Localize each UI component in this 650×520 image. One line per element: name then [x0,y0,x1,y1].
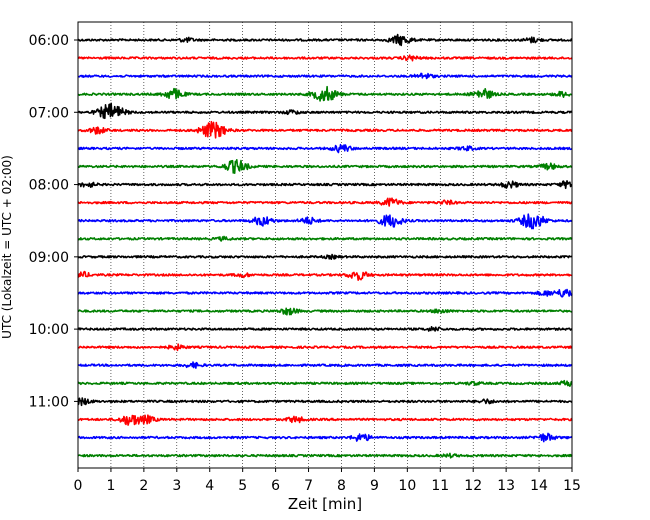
y-tick-label: 09:00 [29,250,69,266]
x-tick-label: 10 [398,478,416,494]
x-tick-label: 11 [431,478,449,494]
trace-0615 [77,54,573,62]
y-tick-label: 10:00 [29,322,69,338]
trace-1100 [77,397,573,407]
trace-0900 [77,253,573,260]
seismogram-traces [77,33,573,459]
trace-1130 [77,432,573,443]
trace-1015 [77,343,573,352]
trace-0830 [77,213,573,230]
grid-lines [110,22,540,468]
trace-0715 [77,120,573,139]
trace-0630 [77,72,573,80]
y-axis-ticks: 06:00 07:00 08:00 09:00 10:00 11:00 [29,33,78,410]
trace-0915 [77,270,573,281]
trace-0645 [77,85,573,102]
trace-0600 [77,33,573,47]
trace-0745 [77,158,573,174]
trace-0730 [77,143,573,154]
x-tick-label: 9 [370,478,379,494]
x-tick-label: 2 [139,478,148,494]
x-tick-label: 7 [304,478,313,494]
trace-1145 [77,452,573,459]
y-axis-label: UTC (Lokalzeit = UTC + 02:00) [0,155,14,339]
x-tick-label: 15 [563,478,581,494]
x-tick-label: 13 [497,478,515,494]
x-tick-label: 6 [271,478,280,494]
x-tick-label: 4 [205,478,214,494]
plot-frame [77,21,573,469]
x-tick-label: 1 [106,478,115,494]
x-tick-label: 12 [464,478,482,494]
trace-1115 [77,414,573,426]
x-tick-label: 0 [74,478,83,494]
x-axis-label: Zeit [min] [288,495,362,513]
x-tick-label: 3 [172,478,181,494]
trace-1030 [77,361,573,369]
x-tick-label: 8 [337,478,346,494]
trace-0700 [77,102,573,120]
y-tick-label: 11:00 [29,394,69,410]
trace-1045 [77,379,573,387]
y-tick-label: 07:00 [29,105,69,121]
x-tick-label: 14 [530,478,548,494]
trace-1000 [77,325,573,332]
trace-0930 [77,288,573,298]
x-tick-label: 5 [238,478,247,494]
y-tick-label: 08:00 [29,178,69,194]
x-axis-ticks: 0 1 2 3 4 5 6 7 8 9 10 11 12 13 14 15 [74,468,581,494]
trace-0815 [77,197,573,207]
trace-0945 [77,307,573,316]
trace-0845 [77,235,573,242]
trace-0800 [77,180,573,190]
y-tick-label: 06:00 [29,33,69,49]
